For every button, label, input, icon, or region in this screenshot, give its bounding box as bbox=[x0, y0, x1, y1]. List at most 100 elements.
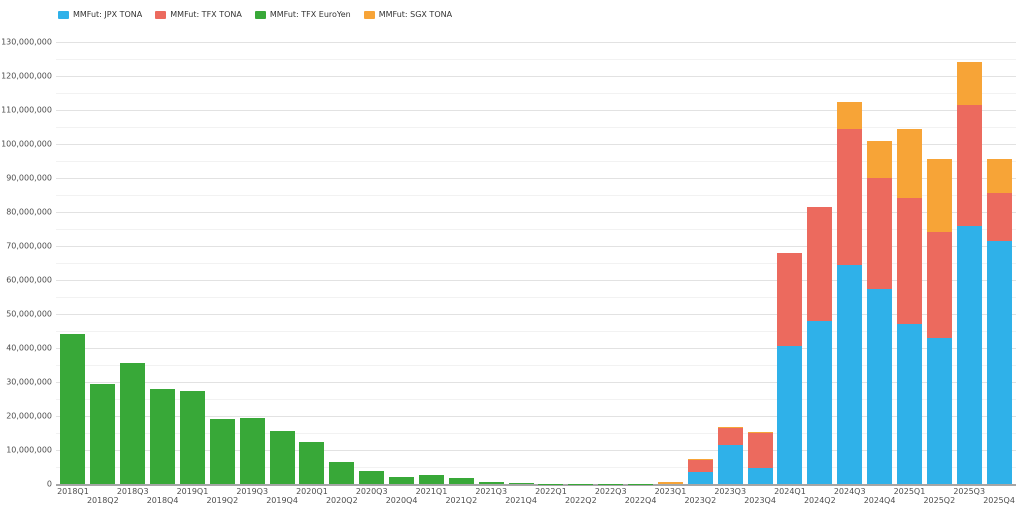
legend-item-1[interactable]: MMFut: JPX TONA bbox=[58, 10, 142, 19]
y-axis-tick-label: 20,000,000 bbox=[6, 411, 52, 421]
bar-segment-mmfut-sgx-tona bbox=[986, 159, 1012, 194]
bar-segment-mmfut-tfx-tona bbox=[747, 433, 773, 469]
bar-segment-mmfut-sgx-tona bbox=[956, 62, 982, 105]
gridline-minor bbox=[56, 195, 1016, 196]
gridline-minor bbox=[56, 263, 1016, 264]
bar-segment-mmfut-sgx-tona bbox=[837, 101, 863, 129]
bar-segment-mmfut-tfx-euroyen bbox=[598, 483, 624, 484]
bar-segment-mmfut-tfx-tona bbox=[837, 128, 863, 265]
x-axis-tick-label: 2025Q4 bbox=[983, 496, 1015, 505]
bar-2018Q1 bbox=[60, 42, 86, 484]
legend-swatch-icon bbox=[155, 10, 167, 19]
gridline-major bbox=[56, 76, 1016, 77]
bar-segment-mmfut-sgx-tona bbox=[867, 140, 893, 178]
bar-segment-mmfut-jpx-tona bbox=[717, 444, 743, 484]
gridline-minor bbox=[56, 365, 1016, 366]
legend-label: MMFut: TFX TONA bbox=[170, 10, 242, 19]
x-axis-tick-label: 2018Q3 bbox=[116, 487, 149, 496]
y-axis-tick-label: 60,000,000 bbox=[6, 275, 52, 285]
bar-segment-mmfut-sgx-tona bbox=[657, 482, 683, 484]
y-axis-tick-label: 30,000,000 bbox=[6, 377, 52, 387]
bar-2021Q3 bbox=[478, 42, 504, 484]
gridline-minor bbox=[56, 161, 1016, 162]
x-axis-tick-label: 2024Q3 bbox=[833, 487, 866, 496]
legend-item-2[interactable]: MMFut: TFX TONA bbox=[155, 10, 242, 19]
x-axis-tick-label: 2024Q2 bbox=[803, 496, 836, 505]
y-axis-tick-label: 70,000,000 bbox=[6, 241, 52, 251]
bar-segment-mmfut-tfx-euroyen bbox=[299, 442, 325, 484]
x-axis-tick-label: 2022Q4 bbox=[624, 496, 657, 505]
bar-segment-mmfut-tfx-euroyen bbox=[538, 483, 564, 484]
y-axis-tick-label: 80,000,000 bbox=[6, 207, 52, 217]
bar-segment-mmfut-jpx-tona bbox=[687, 472, 713, 484]
bar-2018Q4 bbox=[150, 42, 176, 484]
bar-2020Q4 bbox=[389, 42, 415, 484]
bar-segment-mmfut-tfx-tona bbox=[687, 459, 713, 473]
legend-item-4[interactable]: MMFut: SGX TONA bbox=[363, 10, 453, 19]
bar-2021Q4 bbox=[508, 42, 534, 484]
bar-2019Q3 bbox=[239, 42, 265, 484]
x-axis-tick-label: 2025Q3 bbox=[953, 487, 986, 496]
bar-segment-mmfut-sgx-tona bbox=[896, 128, 922, 199]
x-axis-tick-label: 2020Q4 bbox=[385, 496, 418, 505]
x-axis-tick-label: 2020Q3 bbox=[355, 487, 388, 496]
x-axis-tick-label: 2018Q1 bbox=[57, 487, 89, 496]
x-axis-tick-label: 2021Q3 bbox=[475, 487, 508, 496]
bar-segment-mmfut-tfx-euroyen bbox=[329, 461, 355, 484]
bar-2024Q1 bbox=[777, 42, 803, 484]
x-axis-tick-label: 2022Q1 bbox=[535, 487, 567, 496]
bar-2021Q2 bbox=[448, 42, 474, 484]
y-axis-tick-label: 0 bbox=[46, 479, 52, 489]
y-axis-tick-label: 120,000,000 bbox=[1, 71, 52, 81]
bar-2025Q1 bbox=[896, 42, 922, 484]
gridline-major bbox=[56, 450, 1016, 451]
bar-segment-mmfut-tfx-euroyen bbox=[478, 481, 504, 484]
y-axis-tick-label: 90,000,000 bbox=[6, 173, 52, 183]
bar-segment-mmfut-jpx-tona bbox=[837, 264, 863, 484]
gridline-major bbox=[56, 110, 1016, 111]
bar-segment-mmfut-tfx-euroyen bbox=[508, 483, 534, 484]
legend-item-3[interactable]: MMFut: TFX EuroYen bbox=[254, 10, 351, 19]
bar-2024Q3 bbox=[837, 42, 863, 484]
gridline-major bbox=[56, 382, 1016, 383]
x-axis-line bbox=[56, 484, 1016, 486]
bar-segment-mmfut-tfx-euroyen bbox=[150, 388, 176, 484]
bar-segment-mmfut-tfx-tona bbox=[807, 206, 833, 321]
gridline-minor bbox=[56, 399, 1016, 400]
legend-label: MMFut: TFX EuroYen bbox=[269, 10, 351, 19]
bar-2022Q4 bbox=[628, 42, 654, 484]
bar-segment-mmfut-tfx-euroyen bbox=[448, 478, 474, 484]
bar-segment-mmfut-tfx-tona bbox=[926, 232, 952, 338]
x-axis-tick-label: 2022Q2 bbox=[564, 496, 597, 505]
bar-segment-mmfut-tfx-euroyen bbox=[389, 476, 415, 484]
x-axis-tick-label: 2022Q3 bbox=[594, 487, 627, 496]
gridline-major bbox=[56, 348, 1016, 349]
gridline-major bbox=[56, 144, 1016, 145]
bar-segment-mmfut-tfx-euroyen bbox=[418, 474, 444, 484]
bar-segment-mmfut-tfx-euroyen bbox=[209, 419, 235, 484]
gridline-major bbox=[56, 178, 1016, 179]
bar-2022Q1 bbox=[538, 42, 564, 484]
y-axis-tick-label: 130,000,000 bbox=[1, 37, 52, 47]
bar-segment-mmfut-sgx-tona bbox=[687, 458, 713, 460]
bar-segment-mmfut-jpx-tona bbox=[986, 240, 1012, 484]
bar-segment-mmfut-sgx-tona bbox=[717, 426, 743, 428]
gridline-major bbox=[56, 212, 1016, 213]
gridline-major bbox=[56, 280, 1016, 281]
bar-2018Q2 bbox=[90, 42, 116, 484]
bar-segment-mmfut-tfx-euroyen bbox=[120, 363, 146, 484]
x-axis-tick-label: 2021Q1 bbox=[415, 487, 448, 496]
bar-segment-mmfut-sgx-tona bbox=[747, 431, 773, 434]
legend-swatch-icon bbox=[254, 10, 266, 19]
legend-label: MMFut: SGX TONA bbox=[378, 10, 453, 19]
x-axis-tick-label: 2021Q2 bbox=[445, 496, 478, 505]
bar-2025Q2 bbox=[926, 42, 952, 484]
bar-segment-mmfut-tfx-tona bbox=[986, 193, 1012, 241]
x-axis-tick-label: 2024Q4 bbox=[863, 496, 896, 505]
gridline-minor bbox=[56, 127, 1016, 128]
gridline-minor bbox=[56, 331, 1016, 332]
x-axis-tick-label: 2024Q1 bbox=[774, 487, 806, 496]
gridline-minor bbox=[56, 59, 1016, 60]
bar-segment-mmfut-jpx-tona bbox=[926, 337, 952, 484]
